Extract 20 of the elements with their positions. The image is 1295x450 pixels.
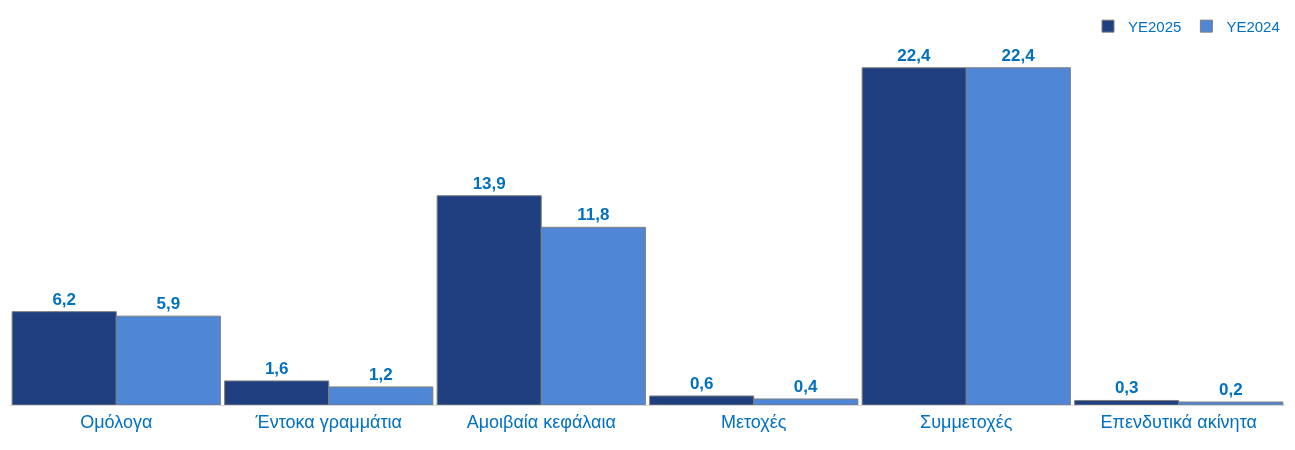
x-tick-label: Συμμετοχές <box>920 411 1013 432</box>
data-label: 1,6 <box>264 358 289 378</box>
data-label: 1,2 <box>368 364 393 384</box>
data-label: 0,2 <box>1218 379 1243 399</box>
data-label: 0,6 <box>689 373 714 393</box>
data-label: 0,4 <box>793 376 818 396</box>
data-label: 22,4 <box>897 45 932 65</box>
data-label: 22,4 <box>1001 45 1036 65</box>
x-tick-label: Επενδυτικά ακίνητα <box>1100 411 1257 432</box>
data-label: 5,9 <box>156 294 181 314</box>
legend-label: YE2025 <box>1128 18 1182 35</box>
data-label: 6,2 <box>52 289 77 309</box>
legend-label: YE2024 <box>1226 18 1280 35</box>
x-tick-label: Μετοχές <box>720 411 787 432</box>
x-tick-label: Αμοιβαία κεφάλαια <box>466 411 616 432</box>
data-label: 0,3 <box>1114 378 1139 398</box>
data-label: 13,9 <box>472 173 506 193</box>
x-tick-label: Έντοκα γραμμάτια <box>254 411 402 432</box>
data-label: 11,8 <box>577 205 610 225</box>
x-tick-label: Ομόλογα <box>80 411 153 432</box>
